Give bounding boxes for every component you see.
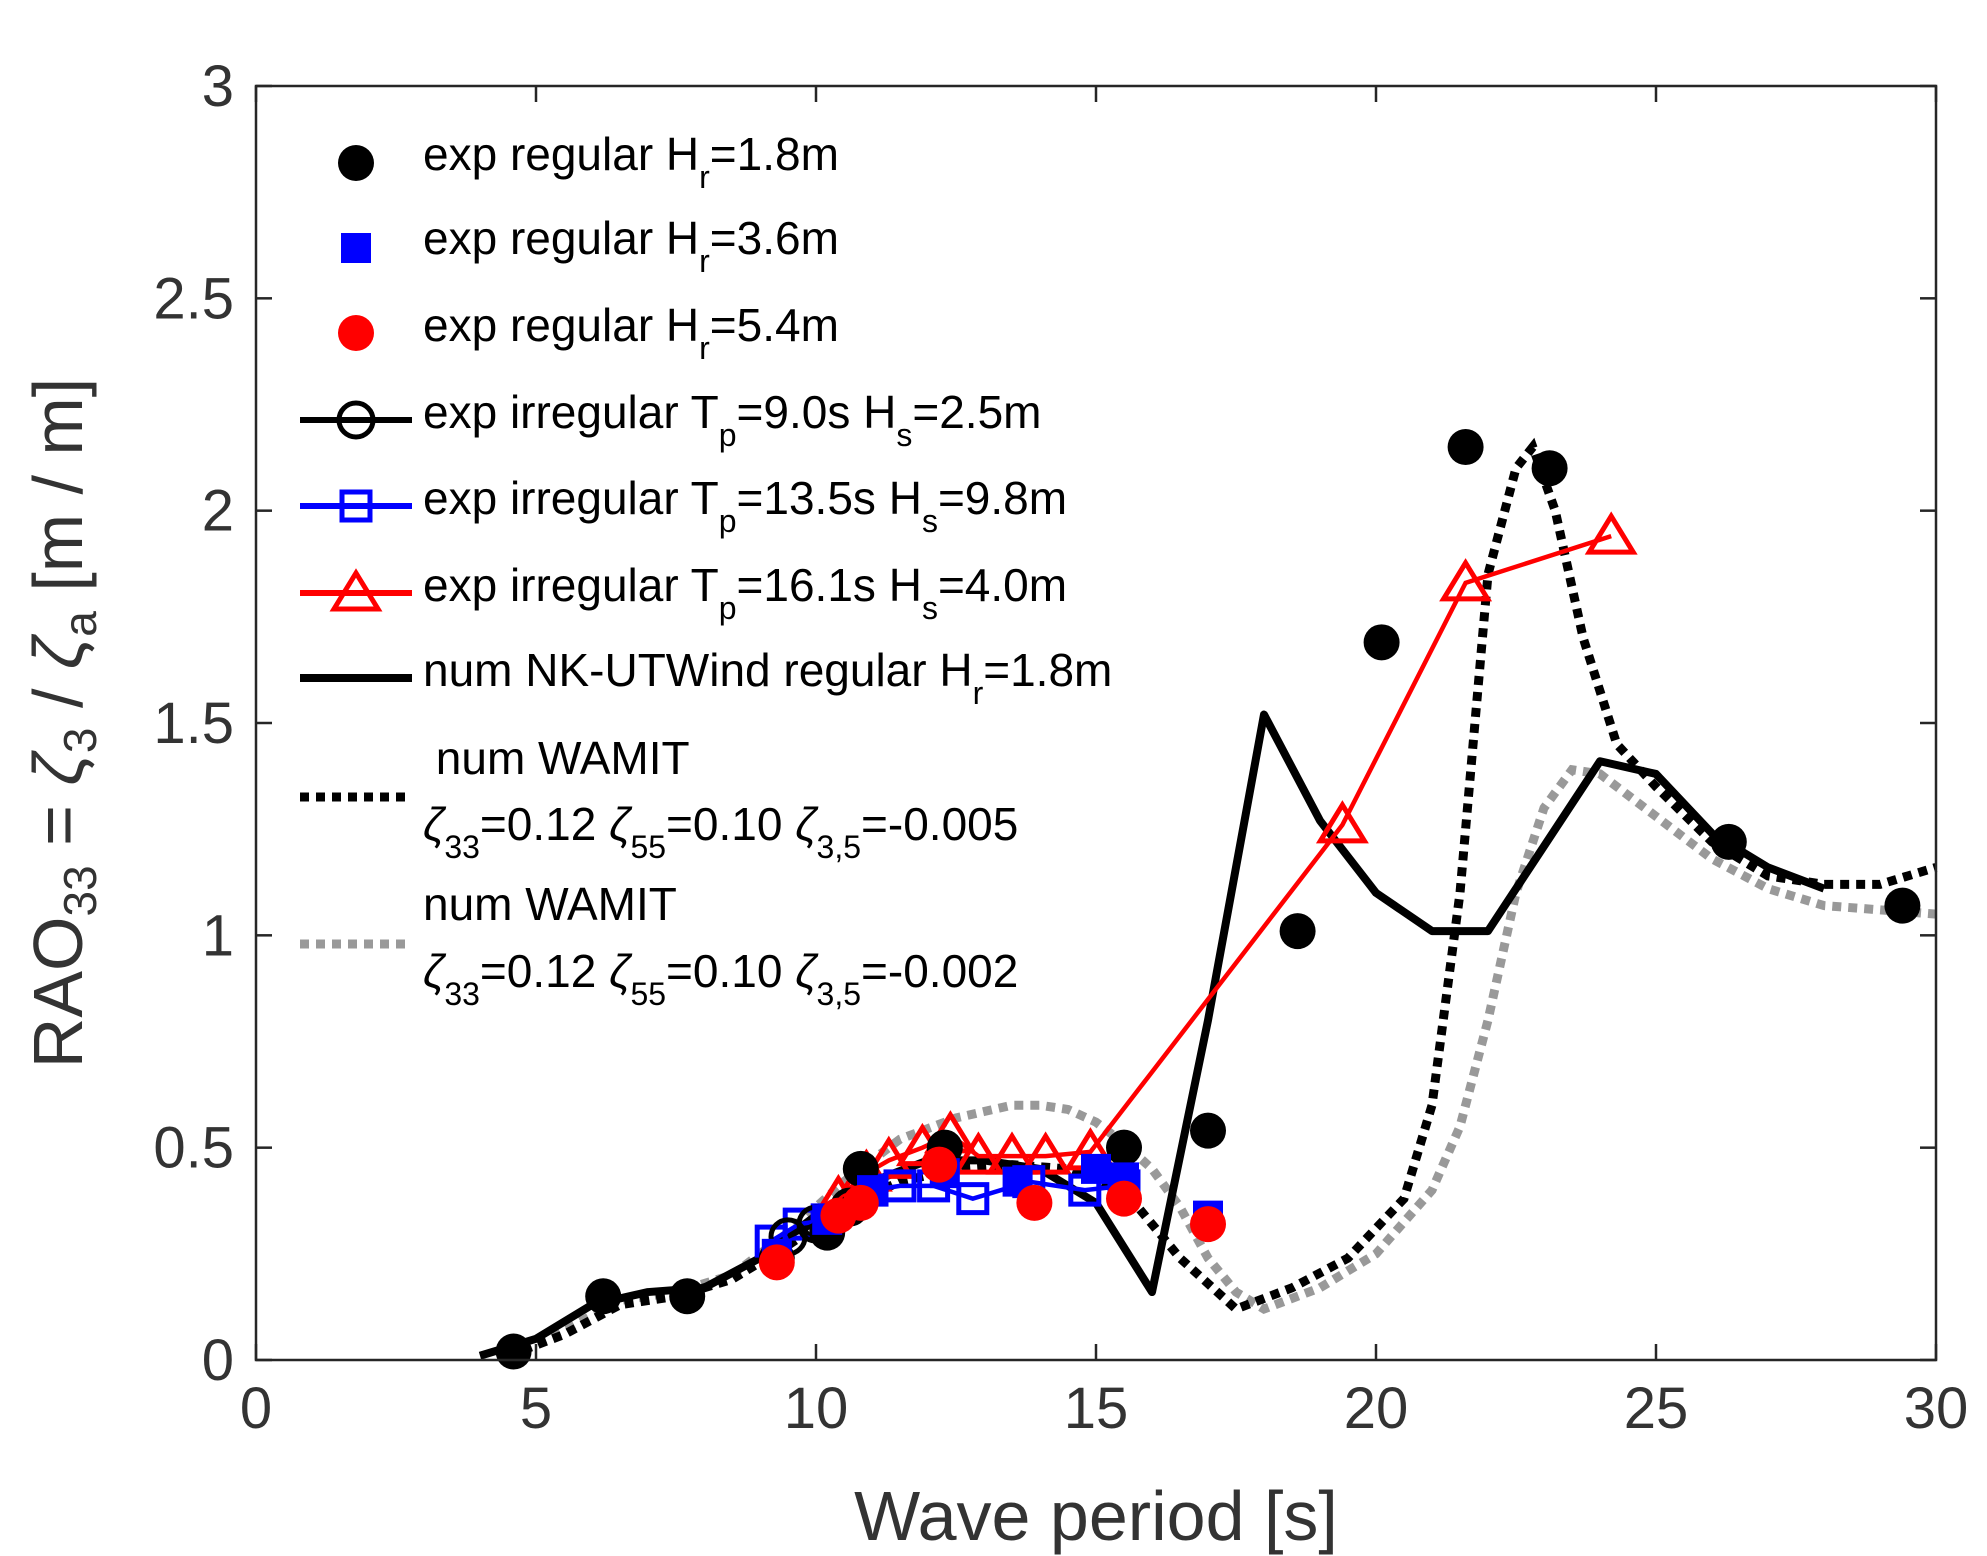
data-point bbox=[921, 1146, 958, 1183]
legend-symbols bbox=[300, 145, 412, 949]
legend-label-exp-irregular-9-0: exp irregular Tp=9.0s Hs=2.5m bbox=[423, 386, 1041, 453]
legend-marker bbox=[329, 568, 383, 612]
data-point bbox=[1315, 800, 1369, 844]
series-line bbox=[478, 710, 1826, 1360]
data-point bbox=[1363, 624, 1400, 661]
y-axis-label: RAO33 = ζ3 / ζa [m / m] bbox=[19, 378, 106, 1068]
data-point bbox=[1016, 1184, 1053, 1221]
series-8 bbox=[506, 764, 1937, 1360]
data-point bbox=[956, 1182, 990, 1216]
data-point bbox=[1279, 913, 1316, 950]
plot-area bbox=[478, 428, 1938, 1370]
data-point bbox=[1447, 428, 1484, 465]
legend-symbol-1 bbox=[341, 233, 371, 263]
x-tick-label: 20 bbox=[1344, 1376, 1409, 1441]
data-point bbox=[842, 1184, 879, 1221]
legend-marker bbox=[338, 315, 374, 351]
series-2 bbox=[758, 1146, 1226, 1281]
data-point bbox=[1439, 558, 1493, 602]
legend-marker bbox=[341, 233, 371, 263]
data-point bbox=[1710, 823, 1747, 860]
legend-symbol-2 bbox=[338, 315, 374, 351]
data-point bbox=[1190, 1112, 1226, 1149]
legend-symbol-4 bbox=[300, 489, 412, 523]
legend-label-exp-irregular-13-5: exp irregular Tp=13.5s Hs=9.8m bbox=[423, 472, 1067, 539]
data-point bbox=[1584, 511, 1638, 555]
data-point bbox=[1884, 887, 1921, 924]
y-tick-label: 0.5 bbox=[153, 1116, 234, 1181]
legend: exp regular Hr=1.8m exp regular Hr=3.6m … bbox=[300, 128, 1112, 1012]
x-tick-label: 5 bbox=[520, 1376, 552, 1441]
y-tick-label: 2 bbox=[202, 479, 234, 544]
legend-label-exp-regular-3-6: exp regular Hr=3.6m bbox=[423, 212, 839, 279]
series-line bbox=[506, 764, 1937, 1360]
x-tick-label: 15 bbox=[1064, 1376, 1129, 1441]
legend-symbol-0 bbox=[338, 145, 374, 181]
data-point bbox=[1081, 1153, 1111, 1184]
y-tick-label: 1 bbox=[202, 903, 234, 968]
legend-label-wamit-002-title: num WAMIT bbox=[423, 878, 677, 930]
x-tick-label: 30 bbox=[1904, 1376, 1969, 1441]
data-point bbox=[1106, 1180, 1142, 1217]
legend-label-wamit-005-title: num WAMIT bbox=[423, 732, 690, 784]
legend-label-wamit-002-coeffs: ζ33=0.12 ζ55=0.10 ζ3,5=-0.002 bbox=[423, 945, 1018, 1012]
legend-marker bbox=[338, 145, 374, 181]
data-point bbox=[495, 1333, 532, 1370]
data-point bbox=[1019, 1131, 1073, 1175]
y-tick-label: 2.5 bbox=[153, 266, 234, 331]
x-axis-label: Wave period [s] bbox=[854, 1477, 1338, 1555]
data-point bbox=[585, 1278, 622, 1315]
legend-marker bbox=[339, 489, 373, 523]
x-tick-label: 0 bbox=[240, 1376, 272, 1441]
legend-label-exp-irregular-16-1: exp irregular Tp=16.1s Hs=4.0m bbox=[423, 559, 1067, 626]
series-7 bbox=[506, 437, 1938, 1360]
data-point bbox=[669, 1278, 706, 1315]
data-point bbox=[951, 1131, 1005, 1175]
data-point bbox=[1106, 1129, 1142, 1166]
axis-ticks: 0 5 10 15 20 25 30 0 0.5 1 1.5 2 2.5 3 bbox=[153, 54, 1968, 1441]
x-tick-label: 10 bbox=[784, 1376, 849, 1441]
y-tick-label: 1.5 bbox=[153, 691, 234, 756]
y-tick-label: 3 bbox=[202, 54, 234, 119]
legend-label-exp-regular-5-4: exp regular Hr=5.4m bbox=[423, 299, 839, 366]
legend-symbol-5 bbox=[300, 568, 412, 612]
series-6 bbox=[478, 710, 1826, 1360]
data-point bbox=[1190, 1206, 1226, 1243]
legend-label-num-nk-utwind: num NK-UTWind regular Hr=1.8m bbox=[423, 644, 1112, 711]
legend-label-wamit-005-coeffs: ζ33=0.12 ζ55=0.10 ζ3,5=-0.005 bbox=[423, 798, 1018, 865]
x-tick-label: 25 bbox=[1624, 1376, 1689, 1441]
legend-marker bbox=[336, 400, 376, 440]
series-line bbox=[836, 534, 1612, 1201]
series-line bbox=[506, 437, 1938, 1360]
data-point bbox=[862, 1135, 916, 1179]
data-point bbox=[1531, 450, 1568, 487]
legend-symbol-3 bbox=[300, 400, 412, 440]
series-5 bbox=[811, 511, 1638, 1218]
data-point bbox=[758, 1244, 795, 1281]
y-tick-label: 0 bbox=[202, 1328, 234, 1393]
legend-label-exp-regular-1-8: exp regular Hr=1.8m bbox=[423, 128, 839, 195]
